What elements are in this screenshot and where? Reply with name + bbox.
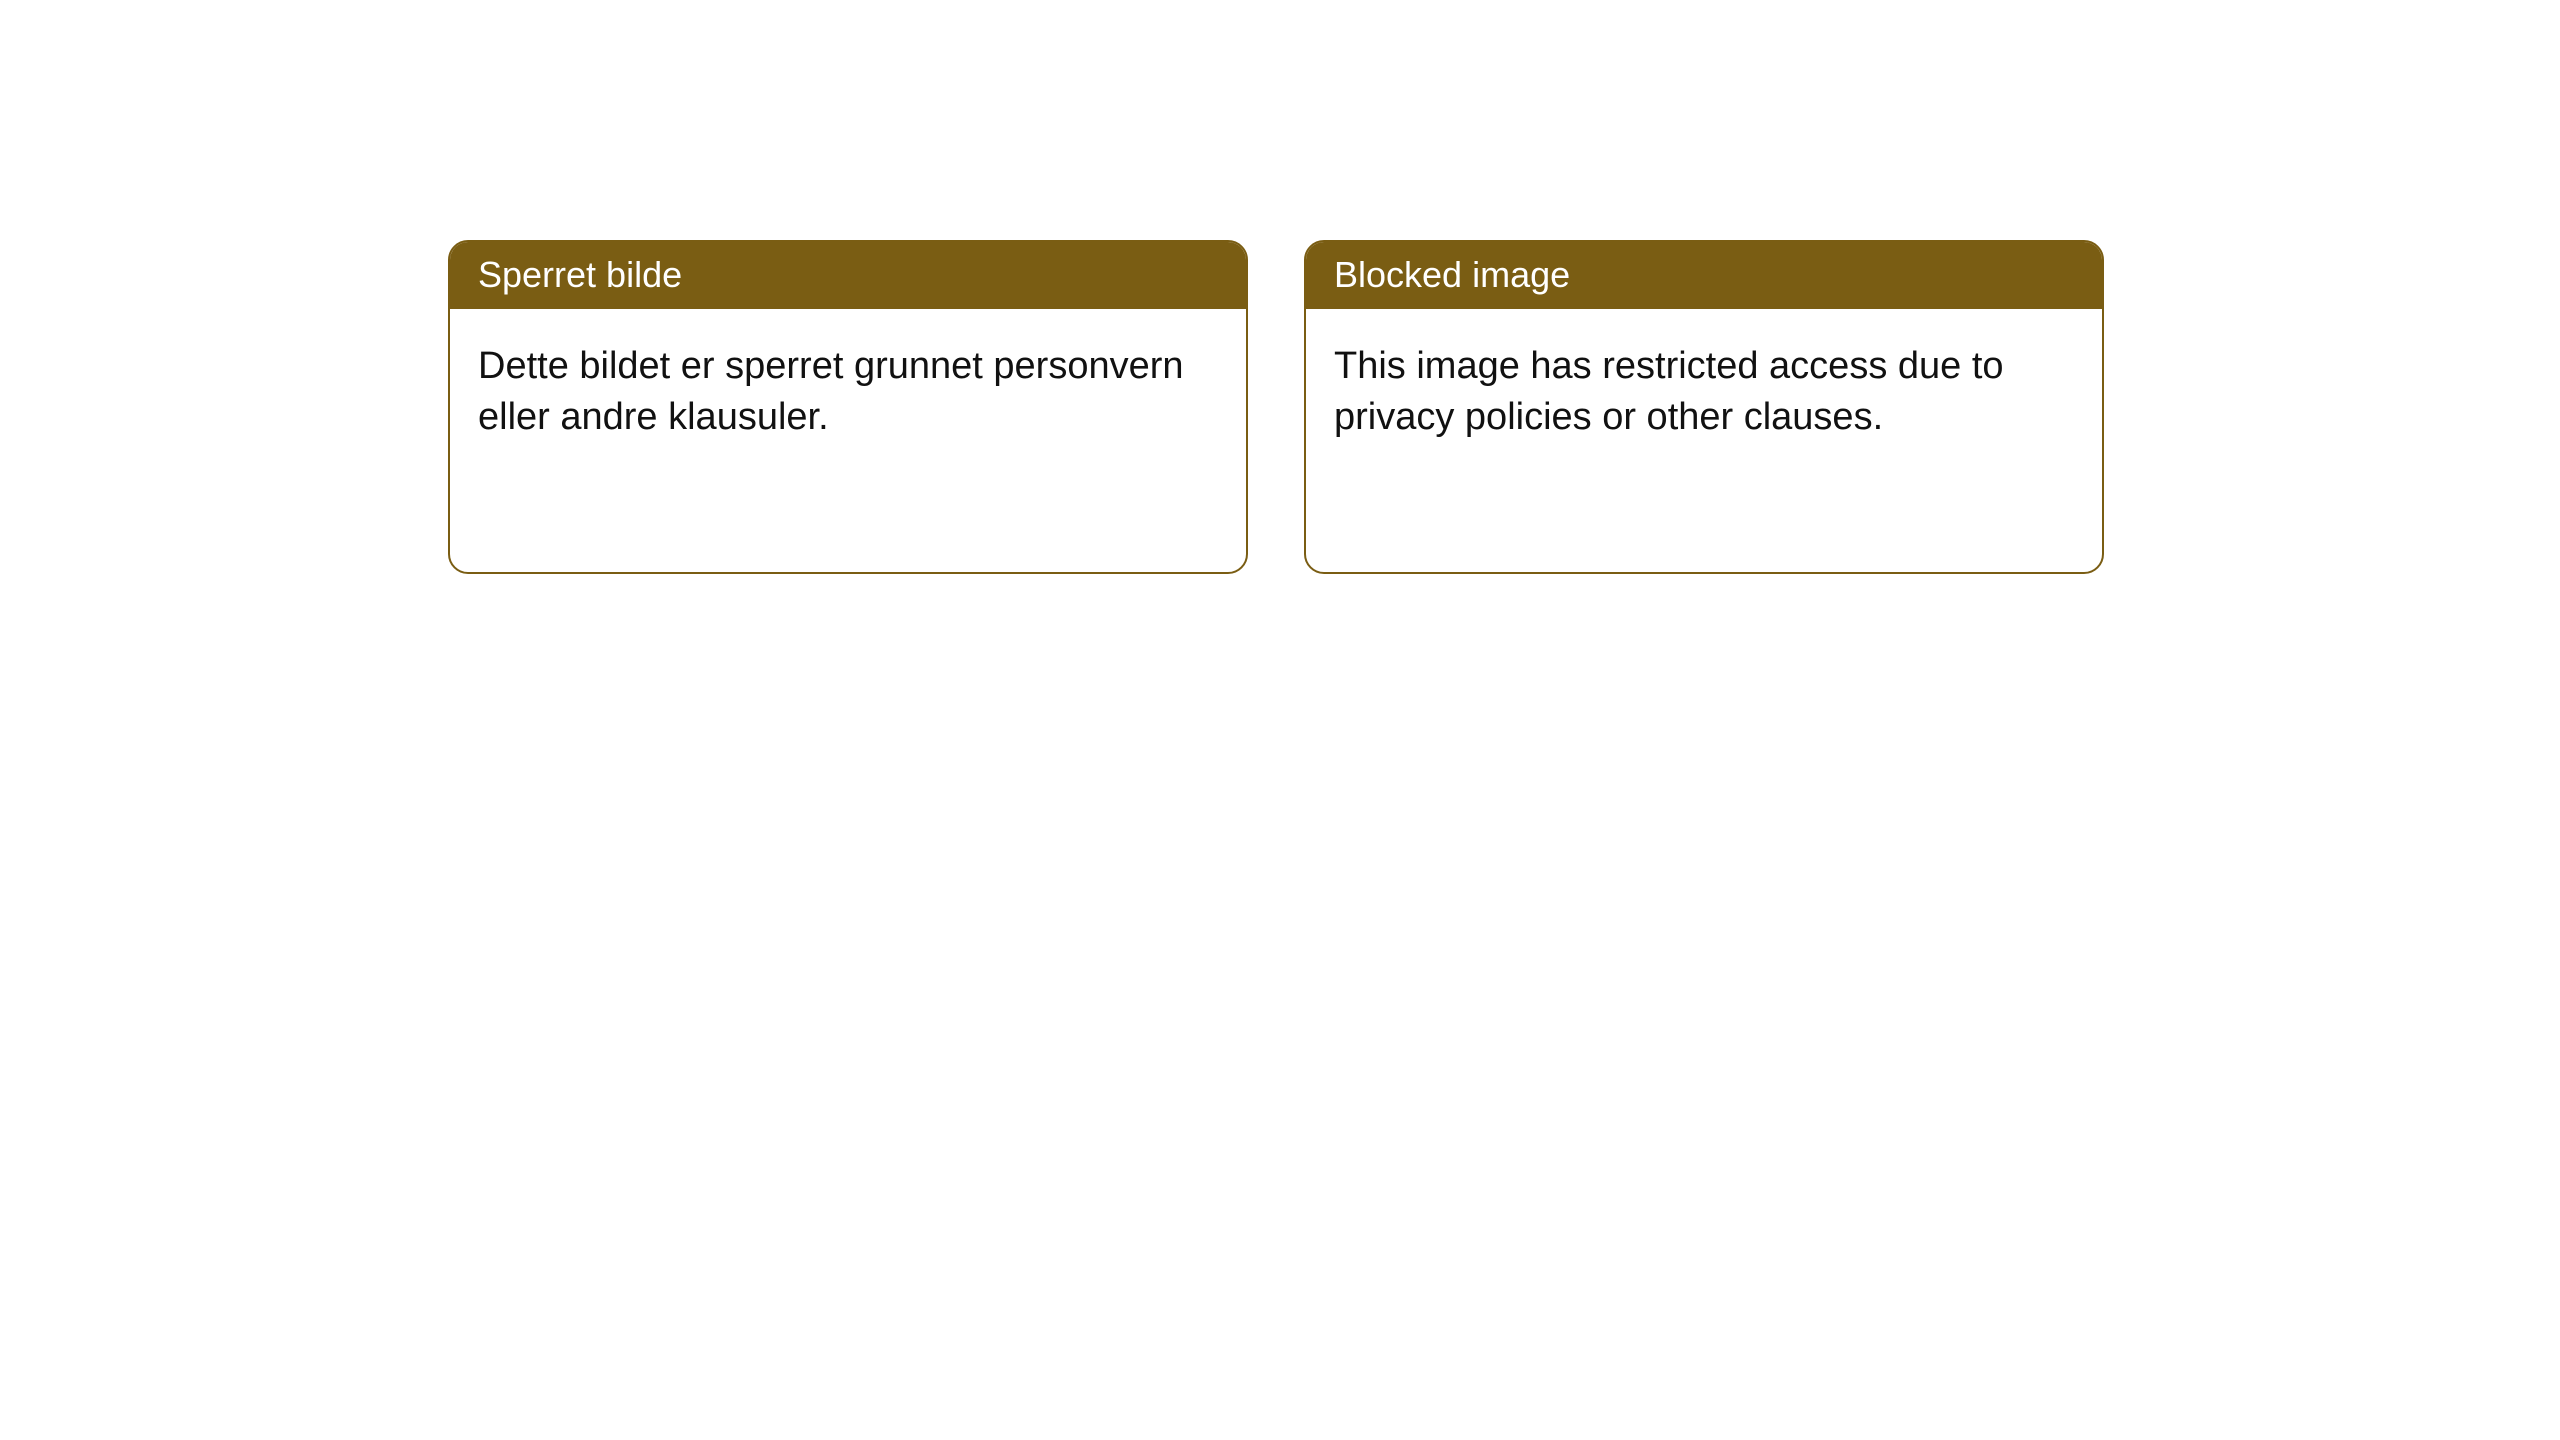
notice-title-norwegian: Sperret bilde <box>450 242 1246 309</box>
notice-container: Sperret bilde Dette bildet er sperret gr… <box>0 0 2560 574</box>
notice-body-english: This image has restricted access due to … <box>1306 309 2102 476</box>
notice-body-norwegian: Dette bildet er sperret grunnet personve… <box>450 309 1246 476</box>
notice-title-english: Blocked image <box>1306 242 2102 309</box>
notice-card-english: Blocked image This image has restricted … <box>1304 240 2104 574</box>
notice-card-norwegian: Sperret bilde Dette bildet er sperret gr… <box>448 240 1248 574</box>
